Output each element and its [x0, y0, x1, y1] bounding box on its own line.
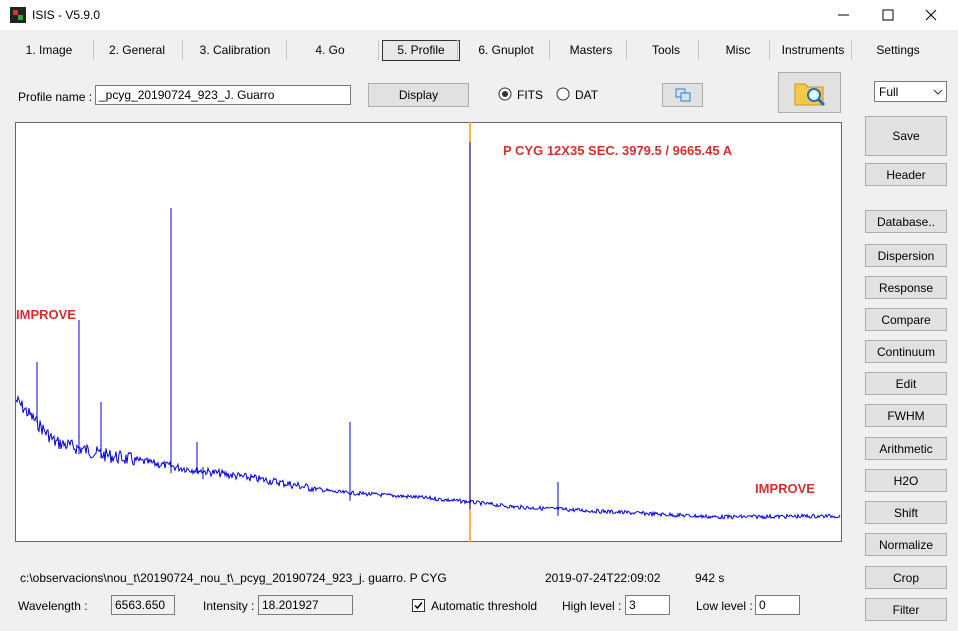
copy-button[interactable] — [662, 83, 703, 107]
tab-separator — [626, 40, 627, 60]
side-button[interactable]: Save — [865, 116, 947, 156]
tab[interactable]: Instruments — [781, 43, 845, 57]
radio-fits[interactable] — [498, 87, 512, 101]
low-label: Low level : — [696, 599, 753, 613]
side-button[interactable]: Crop — [865, 566, 947, 589]
app-icon — [10, 7, 26, 23]
radio-label: DAT — [575, 88, 599, 102]
threshold-label: Automatic threshold — [431, 599, 538, 613]
intensity-label: Intensity : — [203, 599, 255, 613]
plot-annotation: IMPROVE — [755, 481, 815, 496]
tab-separator — [378, 40, 379, 60]
window-title: ISIS - V5.9.0 — [32, 8, 101, 22]
intensity-field: 18.201927 — [258, 595, 353, 615]
display-button[interactable]: Display — [368, 83, 469, 107]
tab-separator — [93, 40, 94, 60]
dropdown-arrow — [933, 89, 943, 95]
tab-separator — [286, 40, 287, 60]
file-path: c:\observacions\nou_t\20190724_nou_t\_pc… — [20, 571, 447, 585]
window-controls[interactable] — [830, 0, 958, 30]
low-field[interactable]: 0 — [755, 595, 800, 615]
tab-separator — [457, 40, 458, 60]
side-button[interactable]: FWHM — [865, 404, 947, 427]
wavelength-label: Wavelength : — [18, 599, 88, 613]
plot-annotation: IMPROVE — [16, 307, 76, 322]
tab[interactable]: Misc — [725, 43, 751, 57]
side-button[interactable]: H2O — [865, 469, 947, 492]
tab-separator — [182, 40, 183, 60]
side-button[interactable]: Dispersion — [865, 244, 947, 267]
high-label: High level : — [562, 599, 622, 613]
tab[interactable]: Tools — [651, 43, 680, 57]
threshold-checkbox[interactable] — [412, 599, 425, 612]
side-button[interactable]: Continuum — [865, 340, 947, 363]
tab[interactable]: 3. Calibration — [199, 43, 271, 57]
tab[interactable]: 1. Image — [25, 43, 73, 57]
radio-label: FITS — [517, 88, 543, 102]
tab-separator — [549, 40, 550, 60]
side-button[interactable]: Shift — [865, 501, 947, 524]
plot-title: P CYG 12X35 SEC. 3979.5 / 9665.45 A — [503, 143, 733, 158]
dropdown-value: Full — [879, 85, 899, 99]
profile-input[interactable]: _pcyg_20190724_923_J. Guarro — [95, 85, 351, 105]
range-dropdown[interactable]: Full — [874, 81, 947, 102]
tab-separator — [698, 40, 699, 60]
side-button[interactable]: Database.. — [865, 210, 947, 233]
side-button[interactable]: Header — [865, 163, 947, 186]
spectrum-plot: P CYG 12X35 SEC. 3979.5 / 9665.45 A IMPR… — [15, 122, 842, 542]
wavelength-field: 6563.650 — [111, 595, 175, 615]
tab[interactable]: 2. General — [108, 43, 166, 57]
title-bar: ISIS - V5.9.0 — [0, 0, 958, 30]
tab[interactable]: 6. Gnuplot — [478, 43, 534, 57]
tab[interactable]: Settings — [876, 43, 920, 57]
profile-label: Profile name : — [18, 90, 93, 104]
tab-separator — [851, 40, 852, 60]
spectrum-line — [15, 142, 841, 520]
tab-separator — [769, 40, 770, 60]
high-field[interactable]: 3 — [625, 595, 670, 615]
side-button[interactable]: Filter — [865, 598, 947, 621]
tab[interactable]: 5. Profile — [382, 40, 460, 61]
tab[interactable]: 4. Go — [315, 43, 345, 57]
open-button[interactable] — [778, 72, 841, 113]
side-button[interactable]: Compare — [865, 308, 947, 331]
plot-frame — [15, 122, 842, 542]
exposure: 942 s — [695, 571, 725, 585]
side-button[interactable]: Edit — [865, 372, 947, 395]
radio-dat[interactable] — [556, 87, 570, 101]
side-button[interactable]: Response — [865, 276, 947, 299]
tab[interactable]: Masters — [569, 43, 613, 57]
obs-date: 2019-07-24T22:09:02 — [545, 571, 661, 585]
side-button[interactable]: Normalize — [865, 533, 947, 556]
side-button[interactable]: Arithmetic — [865, 437, 947, 460]
